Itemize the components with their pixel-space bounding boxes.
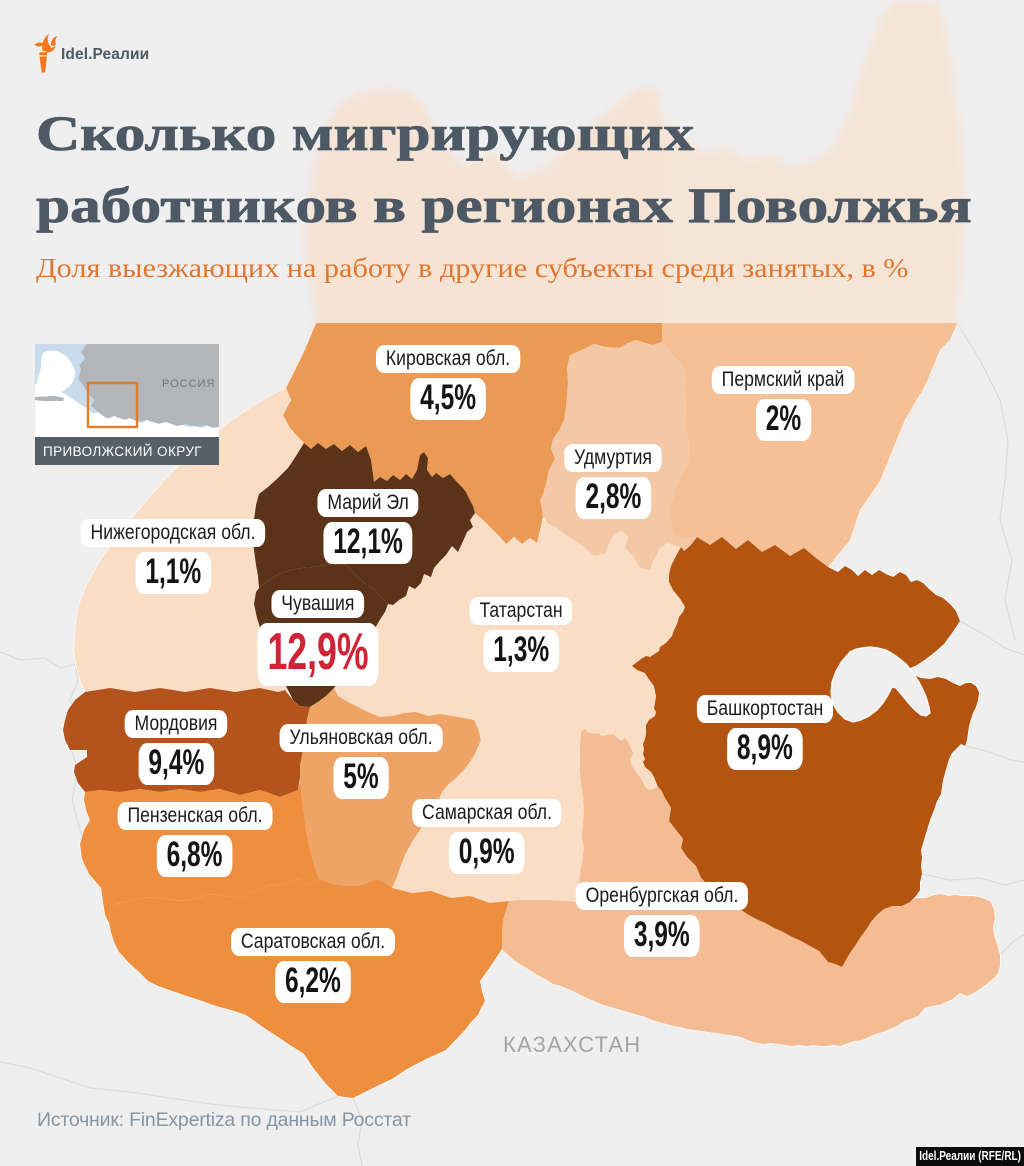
svg-text:РОССИЯ: РОССИЯ [162, 378, 215, 390]
svg-text:ПРИВОЛЖСКИЙ ОКРУГ: ПРИВОЛЖСКИЙ ОКРУГ [43, 444, 202, 459]
